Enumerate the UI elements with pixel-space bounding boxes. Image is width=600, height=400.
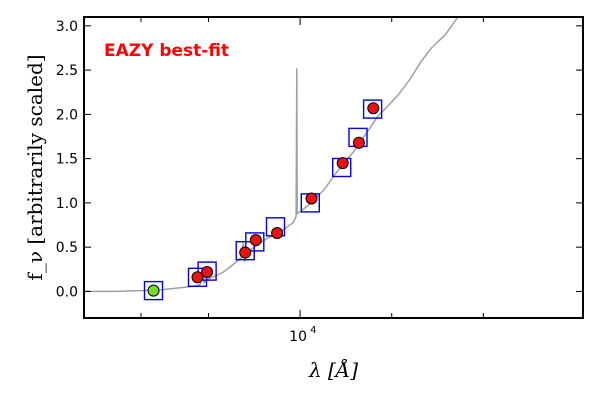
model-box	[197, 261, 217, 281]
observed-point	[271, 227, 284, 239]
model-box	[143, 280, 164, 301]
observed-point	[352, 136, 365, 149]
plot-frame	[83, 16, 584, 319]
annotation-label: EAZY best-fit	[104, 41, 229, 61]
x-tick-label-exponent: 4	[310, 325, 316, 336]
observed-point	[239, 246, 252, 259]
y-tick-label: 1.5	[56, 152, 78, 168]
uv-point	[147, 284, 160, 297]
observed-point	[201, 266, 214, 278]
y-tick-label: 0.5	[56, 240, 78, 256]
y-tick-label: 3.0	[56, 19, 78, 35]
x-axis-title: λ [Å]	[308, 357, 358, 382]
model-photometry	[143, 99, 383, 301]
y-tick-label: 1.0	[56, 196, 78, 212]
model-box	[362, 99, 383, 119]
observed-photometry	[147, 102, 380, 297]
observed-point	[336, 157, 349, 170]
observed-point	[367, 102, 380, 115]
y-tick-label: 0.0	[56, 284, 78, 300]
y-axis-title: f_ν [arbitrarily scaled]	[23, 54, 47, 280]
model-box	[245, 232, 265, 252]
observed-point	[305, 192, 318, 205]
observed-point	[249, 234, 262, 247]
x-tick-label: 10	[289, 329, 307, 345]
y-tick-label: 2.0	[56, 107, 78, 123]
axis-ticks: 0.0 0.5 1.0 1.5 2.0 2.5 3.0 10 4	[56, 17, 583, 345]
observed-point	[191, 271, 204, 284]
y-tick-label: 2.5	[56, 63, 78, 79]
